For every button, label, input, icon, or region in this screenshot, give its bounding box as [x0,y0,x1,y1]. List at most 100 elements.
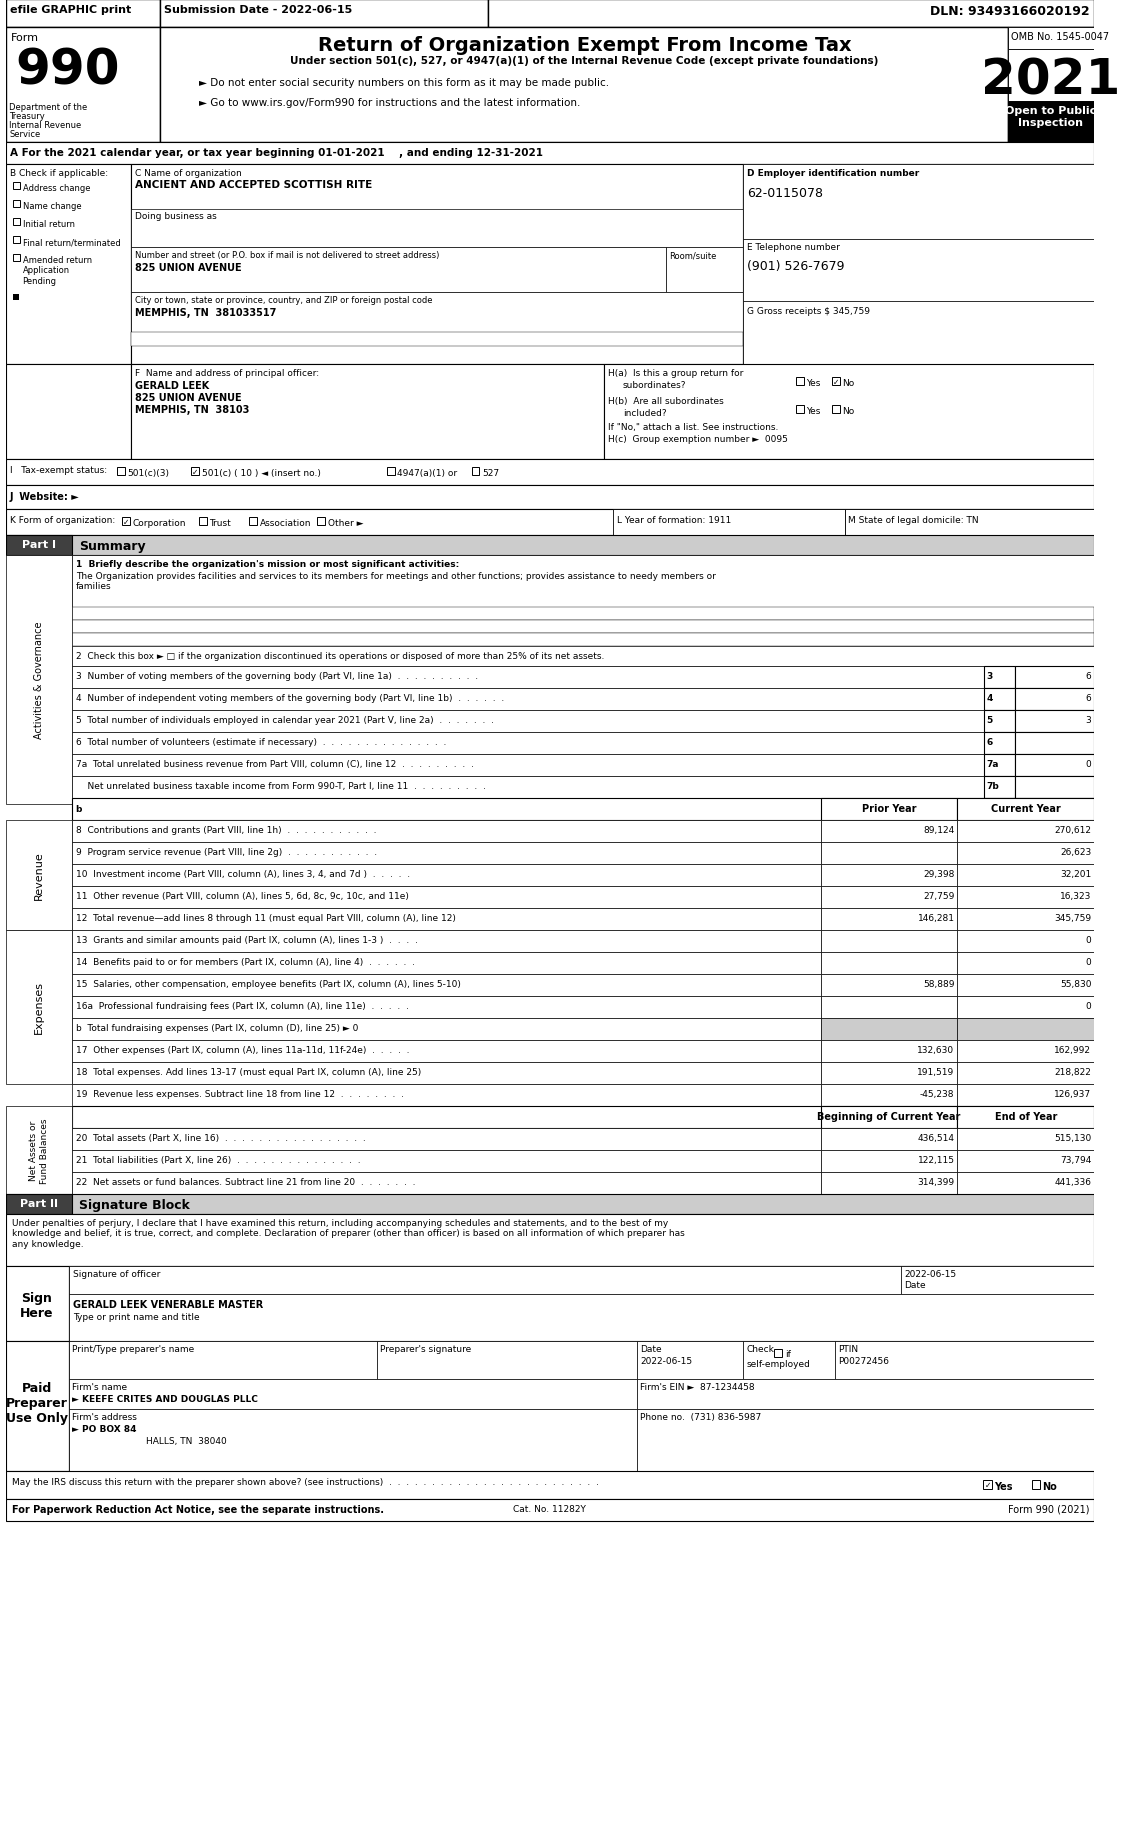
Text: If "No," attach a list. See instructions.: If "No," attach a list. See instructions… [607,423,778,432]
Bar [12,295,19,300]
Bar [957,842,1094,864]
Text: MEMPHIS, TN  381033517: MEMPHIS, TN 381033517 [135,307,277,318]
Bar [821,1019,957,1041]
Bar [743,240,1094,302]
Text: Trust: Trust [210,518,231,527]
Bar [984,666,1015,688]
Text: 1  Briefly describe the organization's mission or most significant activities:: 1 Briefly describe the organization's mi… [76,560,458,569]
Text: 13  Grants and similar amounts paid (Part IX, column (A), lines 1-3 )  .  .  .  : 13 Grants and similar amounts paid (Part… [76,935,418,944]
Bar [604,364,1094,459]
Text: 16a  Professional fundraising fees (Part IX, column (A), line 11e)  .  .  .  .  : 16a Professional fundraising fees (Part … [76,1001,409,1010]
Bar [6,143,1094,165]
Bar [613,511,844,536]
Text: 5  Total number of individuals employed in calendar year 2021 (Part V, line 2a) : 5 Total number of individuals employed i… [76,716,493,725]
Bar [984,688,1015,710]
Text: Paid
Preparer
Use Only: Paid Preparer Use Only [6,1382,68,1424]
Text: ✓: ✓ [984,1480,991,1490]
Text: 18  Total expenses. Add lines 13-17 (must equal Part IX, column (A), line 25): 18 Total expenses. Add lines 13-17 (must… [76,1067,421,1076]
Bar [72,1129,821,1151]
Text: ✓: ✓ [833,377,839,386]
Text: 6: 6 [1086,694,1092,703]
Text: 501(c)(3): 501(c)(3) [128,468,169,478]
Text: GERALD LEEK VENERABLE MASTER: GERALD LEEK VENERABLE MASTER [72,1299,263,1308]
Text: subordinates?: subordinates? [623,381,686,390]
Bar [6,1107,72,1195]
Text: 16,323: 16,323 [1060,891,1092,900]
Text: 436,514: 436,514 [918,1133,954,1142]
Text: 12  Total revenue—add lines 8 through 11 (must equal Part VIII, column (A), line: 12 Total revenue—add lines 8 through 11 … [76,913,455,922]
Text: 20  Total assets (Part X, line 16)  .  .  .  .  .  .  .  .  .  .  .  .  .  .  . : 20 Total assets (Part X, line 16) . . . … [76,1133,366,1142]
Text: 32,201: 32,201 [1060,869,1092,878]
Text: 8  Contributions and grants (Part VIII, line 1h)  .  .  .  .  .  .  .  .  .  .  : 8 Contributions and grants (Part VIII, l… [76,825,376,834]
Text: 17  Other expenses (Part IX, column (A), lines 11a-11d, 11f-24e)  .  .  .  .  .: 17 Other expenses (Part IX, column (A), … [76,1045,409,1054]
Bar [72,842,821,864]
Text: 14  Benefits paid to or for members (Part IX, column (A), line 4)  .  .  .  .  .: 14 Benefits paid to or for members (Part… [76,957,414,966]
Bar [821,908,957,930]
Bar [957,930,1094,952]
Text: Yes: Yes [994,1480,1013,1491]
Text: Return of Organization Exempt From Income Tax: Return of Organization Exempt From Incom… [317,37,851,55]
Text: 4947(a)(1) or: 4947(a)(1) or [397,468,457,478]
Text: Part I: Part I [21,540,56,549]
Text: Name change: Name change [23,201,81,210]
Text: Final return/terminated: Final return/terminated [23,238,121,247]
Bar [743,1341,835,1380]
Text: b  Total fundraising expenses (Part IX, column (D), line 25) ► 0: b Total fundraising expenses (Part IX, c… [76,1023,358,1032]
Text: Phone no.  (731) 836-5987: Phone no. (731) 836-5987 [640,1413,762,1422]
Bar [957,798,1094,820]
Text: Firm's address: Firm's address [72,1413,137,1422]
Text: GERALD LEEK: GERALD LEEK [135,381,210,392]
Bar [821,842,957,864]
Text: families: families [76,582,112,591]
Text: Sign
Here: Sign Here [20,1292,54,1319]
Bar [472,468,480,476]
Bar [12,254,19,262]
Bar [250,518,256,525]
Text: No: No [842,379,854,388]
Text: 27,759: 27,759 [924,891,954,900]
Text: F  Name and address of principal officer:: F Name and address of principal officer: [135,370,320,377]
Text: 825 UNION AVENUE: 825 UNION AVENUE [135,393,242,403]
Text: -45,238: -45,238 [920,1089,954,1098]
Bar [6,1499,1094,1521]
Text: Room/suite: Room/suite [669,251,717,260]
Text: 29,398: 29,398 [924,869,954,878]
Bar [131,293,743,333]
Bar [821,1041,957,1063]
Text: Service: Service [9,130,41,139]
Bar [6,0,160,27]
Text: 22  Net assets or fund balances. Subtract line 21 from line 20  .  .  .  .  .  .: 22 Net assets or fund balances. Subtract… [76,1177,415,1186]
Text: Expenses: Expenses [34,981,44,1034]
Bar [984,710,1015,732]
Text: Revenue: Revenue [34,851,44,900]
Text: Amended return
Application
Pending: Amended return Application Pending [23,256,91,285]
Text: 0: 0 [1086,957,1092,966]
Bar [821,930,957,952]
Text: 6: 6 [987,737,992,747]
Text: 0: 0 [1086,1001,1092,1010]
Text: 11  Other revenue (Part VIII, column (A), lines 5, 6d, 8c, 9c, 10c, and 11e): 11 Other revenue (Part VIII, column (A),… [76,891,409,900]
Text: Date: Date [904,1281,926,1290]
Bar [72,1019,821,1041]
Bar [317,518,325,525]
Text: A For the 2021 calendar year, or tax year beginning 01-01-2021    , and ending 1: A For the 2021 calendar year, or tax yea… [10,148,543,157]
Text: 126,937: 126,937 [1054,1089,1092,1098]
Text: 122,115: 122,115 [918,1155,954,1164]
Bar [72,886,821,908]
Text: L Year of formation: 1911: L Year of formation: 1911 [618,516,732,525]
Bar [821,1151,957,1173]
Text: Beginning of Current Year: Beginning of Current Year [817,1111,961,1122]
Text: Department of the: Department of the [9,102,87,112]
Bar [131,247,666,293]
Bar [69,1380,638,1409]
Text: End of Year: End of Year [995,1111,1057,1122]
Text: 2  Check this box ► □ if the organization discontinued its operations or dispose: 2 Check this box ► □ if the organization… [76,651,604,661]
Bar [72,1041,821,1063]
Bar [743,302,1094,364]
Bar [6,1266,69,1341]
Text: Address change: Address change [23,183,90,192]
Bar [488,0,1094,27]
Text: 62-0115078: 62-0115078 [747,187,823,199]
Bar [844,511,1094,536]
Text: 7b: 7b [987,781,999,791]
